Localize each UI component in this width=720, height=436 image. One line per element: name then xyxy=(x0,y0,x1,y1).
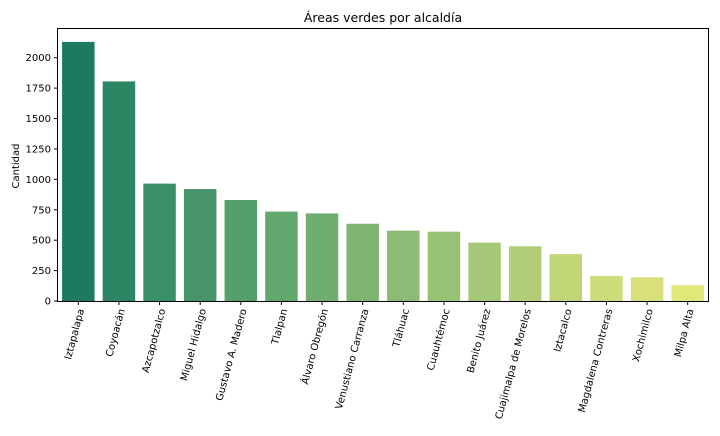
x-tick-label: Milpa Alta xyxy=(673,308,696,359)
bars-group xyxy=(62,41,704,301)
x-tick-label: Tláhuac xyxy=(390,307,412,349)
bar xyxy=(590,276,623,301)
y-axis: 0 250 500 750 1000 1250 1500 1750 2000 xyxy=(26,53,58,308)
x-tick-label: Cuauhtémoc xyxy=(425,307,453,372)
bar xyxy=(62,41,95,301)
x-tick-label: Venustiano Carranza xyxy=(334,308,371,411)
y-tick-label: 1000 xyxy=(26,175,51,186)
plot-frame xyxy=(57,28,709,302)
bar xyxy=(630,277,664,301)
x-tick-label: Benito Juárez xyxy=(465,307,494,374)
bar xyxy=(143,183,176,301)
x-tick-label: Iztapalapa xyxy=(63,308,87,361)
y-tick-label: 1250 xyxy=(26,144,51,155)
bar xyxy=(387,230,420,301)
x-tick-label: Magdalena Contreras xyxy=(577,308,615,414)
bar xyxy=(346,223,379,301)
bar xyxy=(224,200,258,301)
x-tick-label: Azcapotzalco xyxy=(141,308,169,374)
y-tick-label: 1500 xyxy=(26,114,51,125)
chart-title: Áreas verdes por alcaldía xyxy=(304,10,462,25)
y-tick-label: 750 xyxy=(32,205,51,216)
bar xyxy=(549,254,583,301)
x-tick-label: Miguel Hidalgo xyxy=(179,308,209,383)
x-tick-label: Iztacalco xyxy=(553,308,575,354)
x-tick-label: Cuajimalpa de Morelos xyxy=(494,308,534,421)
x-axis: Iztapalapa Coyoacán Azcapotzalco Miguel Hid… xyxy=(63,301,696,421)
y-tick-label: 1750 xyxy=(26,84,51,95)
y-tick-label: 2000 xyxy=(26,53,51,64)
bar xyxy=(671,285,704,301)
y-tick-label: 0 xyxy=(45,297,51,308)
x-tick-label: Gustavo A. Madero xyxy=(214,308,249,402)
bar xyxy=(265,211,298,301)
x-tick-label: Coyoacán xyxy=(103,307,127,358)
x-tick-label: Tlalpan xyxy=(270,308,290,347)
y-tick-label: 250 xyxy=(32,266,51,277)
bar xyxy=(468,242,501,301)
bar xyxy=(102,81,136,301)
x-tick-label: Xochimilco xyxy=(631,308,656,363)
bar xyxy=(305,213,339,301)
bar xyxy=(183,189,217,301)
x-tick-label: Álvaro Obregón xyxy=(298,307,331,386)
y-axis-label: Cantidad xyxy=(11,144,22,189)
bar xyxy=(508,246,542,301)
bar xyxy=(427,231,461,301)
y-tick-label: 500 xyxy=(32,236,51,247)
